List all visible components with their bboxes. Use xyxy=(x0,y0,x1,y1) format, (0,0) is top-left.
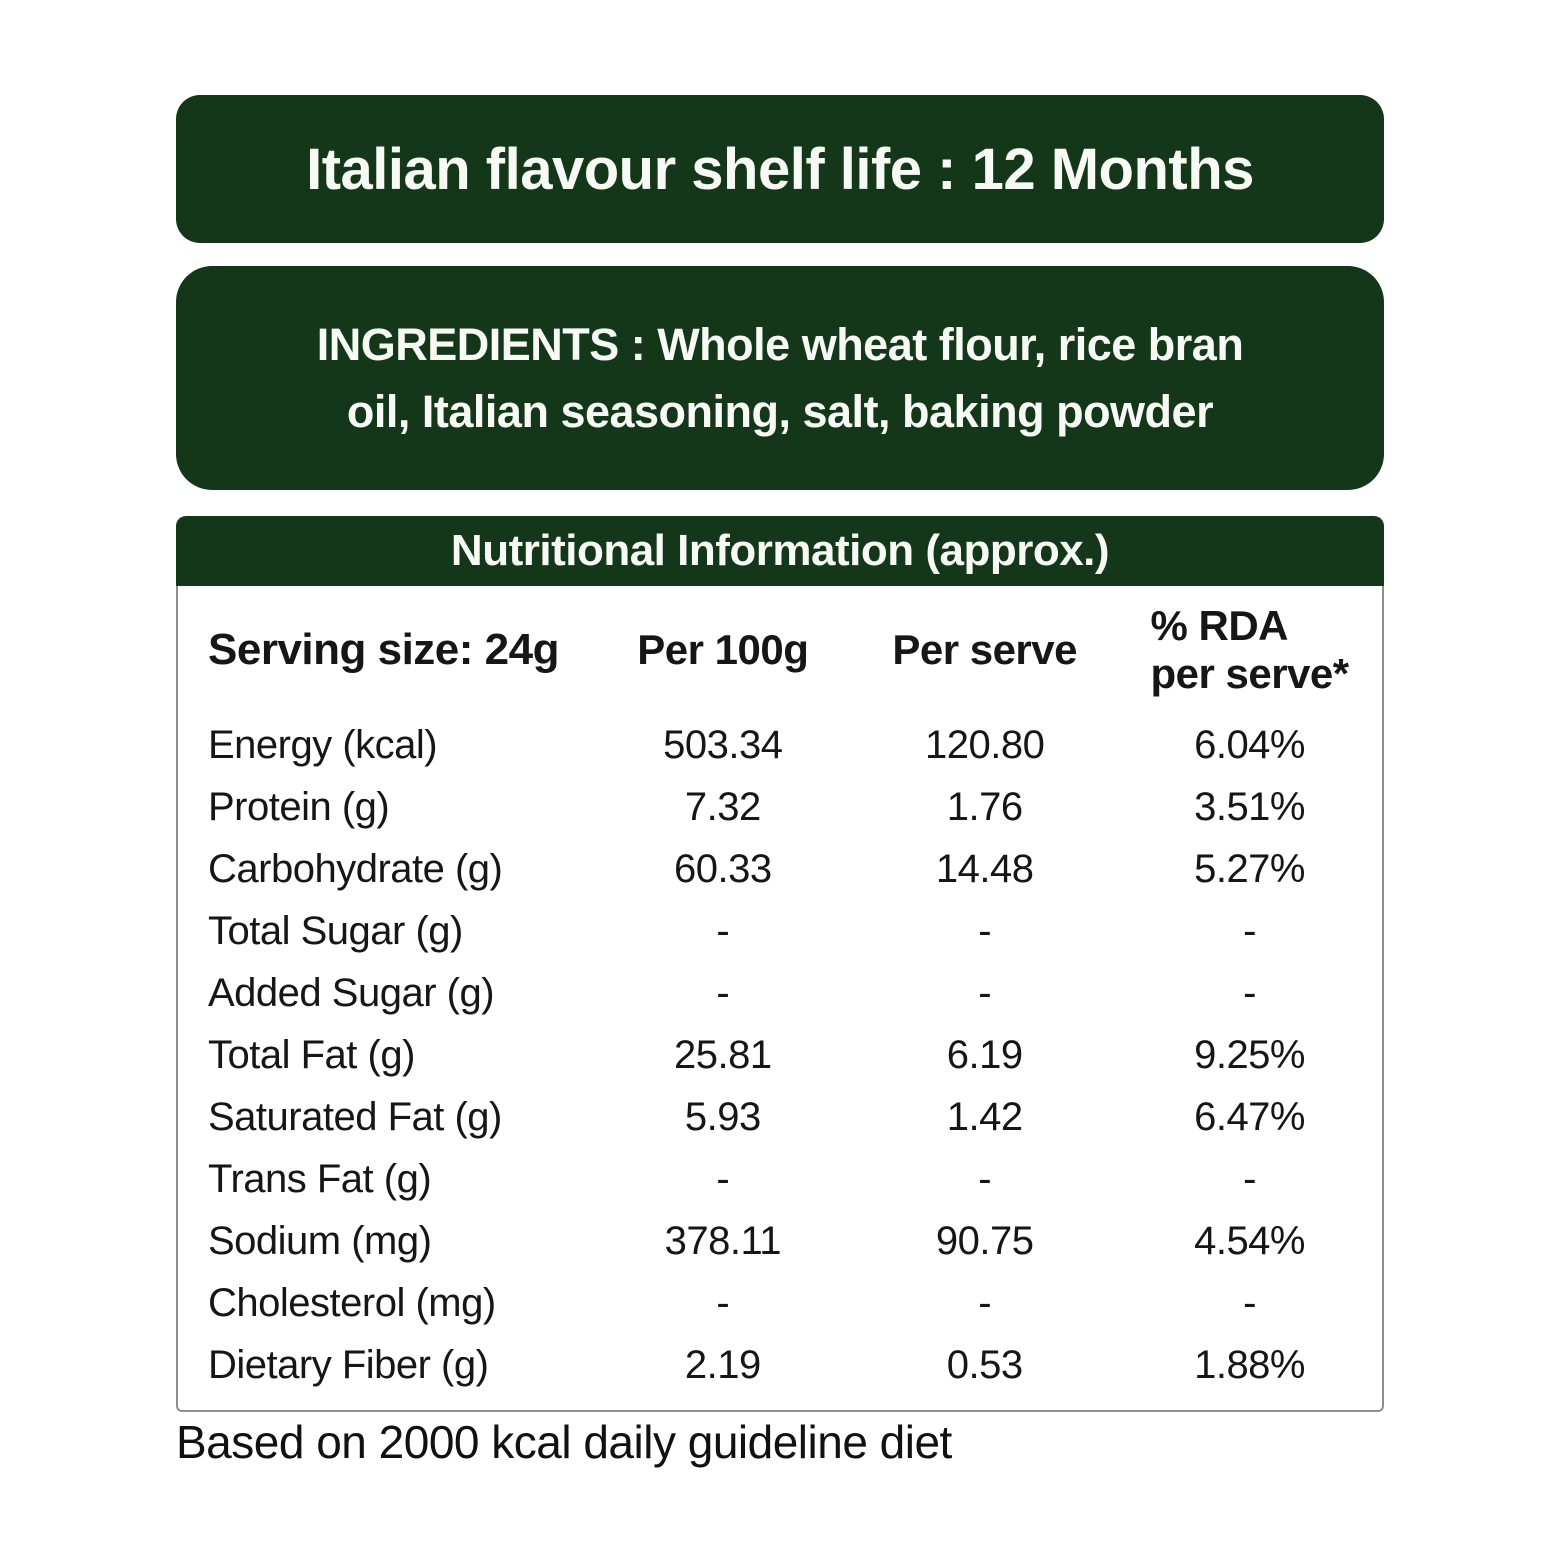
table-row: Added Sugar (g) - - - xyxy=(178,962,1382,1024)
table-row: Energy (kcal) 503.34 120.80 6.04% xyxy=(178,714,1382,776)
row-label: Cholesterol (mg) xyxy=(208,1280,496,1325)
row-value-rda: 4.54% xyxy=(1194,1218,1305,1263)
row-value-per-serve: 0.53 xyxy=(946,1342,1023,1387)
nutrition-table-title-text: Nutritional Information (approx.) xyxy=(450,526,1110,575)
nutrition-table-body: Serving size: 24g Per 100g Per serve % R… xyxy=(176,586,1384,1412)
row-value-rda: 9.25% xyxy=(1194,1032,1305,1077)
row-label: Dietary Fiber (g) xyxy=(208,1342,489,1387)
table-row: Protein (g) 7.32 1.76 3.51% xyxy=(178,776,1382,838)
row-value-per-serve: 1.42 xyxy=(946,1094,1023,1139)
shelf-life-text: Italian flavour shelf life : 12 Months xyxy=(306,136,1254,202)
table-row: Cholesterol (mg) - - - xyxy=(178,1272,1382,1334)
nutrition-table-header-row: Serving size: 24g Per 100g Per serve % R… xyxy=(178,586,1382,714)
row-label: Added Sugar (g) xyxy=(208,970,495,1015)
table-row: Total Sugar (g) - - - xyxy=(178,900,1382,962)
column-header-per-serve: Per serve xyxy=(892,626,1077,673)
rda-header-line-2: per serve* xyxy=(1150,650,1349,697)
row-value-per-serve: - xyxy=(978,1280,992,1325)
footer-note: Based on 2000 kcal daily guideline diet xyxy=(176,1416,952,1468)
column-header-rda-text: % RDA per serve* xyxy=(1150,601,1349,699)
row-value-per-100g: - xyxy=(716,1156,730,1201)
row-value-per-100g: 378.11 xyxy=(664,1218,782,1263)
row-value-per-serve: 90.75 xyxy=(935,1218,1034,1263)
row-value-per-100g: 60.33 xyxy=(674,846,772,891)
row-value-rda: 6.47% xyxy=(1194,1094,1305,1139)
column-header-serving-size: Serving size: 24g xyxy=(208,625,559,674)
table-row: Dietary Fiber (g) 2.19 0.53 1.88% xyxy=(178,1334,1382,1396)
row-value-rda: - xyxy=(1243,970,1256,1015)
table-row: Saturated Fat (g) 5.93 1.42 6.47% xyxy=(178,1086,1382,1148)
row-value-per-serve: 120.80 xyxy=(925,722,1045,767)
shelf-life-banner: Italian flavour shelf life : 12 Months xyxy=(176,95,1384,243)
row-value-per-100g: 2.19 xyxy=(684,1342,761,1387)
table-row: Carbohydrate (g) 60.33 14.48 5.27% xyxy=(178,838,1382,900)
row-value-per-serve: 1.76 xyxy=(946,784,1023,829)
row-value-per-100g: - xyxy=(716,908,730,953)
nutrition-table-rows: Energy (kcal) 503.34 120.80 6.04% Protei… xyxy=(178,714,1382,1396)
row-value-rda: 3.51% xyxy=(1194,784,1305,829)
row-value-per-100g: 5.93 xyxy=(684,1094,761,1139)
table-row: Sodium (mg) 378.11 90.75 4.54% xyxy=(178,1210,1382,1272)
row-value-rda: 5.27% xyxy=(1194,846,1305,891)
row-value-per-serve: 14.48 xyxy=(935,846,1034,891)
ingredients-line-1: INGREDIENTS : Whole wheat flour, rice br… xyxy=(316,318,1244,370)
column-header-per-100g: Per 100g xyxy=(637,626,809,673)
row-value-per-100g: 25.81 xyxy=(674,1032,772,1077)
ingredients-box: INGREDIENTS : Whole wheat flour, rice br… xyxy=(176,266,1384,490)
column-header-rda: % RDA per serve* xyxy=(1117,602,1382,699)
row-value-rda: - xyxy=(1243,908,1256,953)
row-value-per-100g: - xyxy=(716,1280,730,1325)
row-label: Energy (kcal) xyxy=(208,722,438,767)
row-label: Carbohydrate (g) xyxy=(208,846,503,891)
ingredients-text: INGREDIENTS : Whole wheat flour, rice br… xyxy=(317,311,1244,446)
row-value-per-serve: - xyxy=(978,908,992,953)
row-value-rda: 1.88% xyxy=(1194,1342,1305,1387)
table-row: Trans Fat (g) - - - xyxy=(178,1148,1382,1210)
nutrition-table: Nutritional Information (approx.) Servin… xyxy=(176,516,1384,1412)
row-label: Protein (g) xyxy=(208,784,390,829)
row-label: Total Fat (g) xyxy=(208,1032,415,1077)
ingredients-line-2: oil, Italian seasoning, salt, baking pow… xyxy=(346,386,1214,437)
nutrition-table-title: Nutritional Information (approx.) xyxy=(176,516,1384,586)
row-value-rda: 6.04% xyxy=(1194,722,1305,767)
row-value-per-100g: - xyxy=(716,970,730,1015)
row-label: Saturated Fat (g) xyxy=(208,1094,502,1139)
row-label: Total Sugar (g) xyxy=(208,908,463,953)
row-value-rda: - xyxy=(1243,1280,1256,1325)
row-value-per-serve: 6.19 xyxy=(946,1032,1023,1077)
row-value-rda: - xyxy=(1243,1156,1256,1201)
row-value-per-serve: - xyxy=(978,1156,992,1201)
row-value-per-serve: - xyxy=(978,970,992,1015)
row-label: Trans Fat (g) xyxy=(208,1156,432,1201)
rda-header-line-1: % RDA xyxy=(1150,601,1288,649)
row-value-per-100g: 7.32 xyxy=(684,784,761,829)
row-value-per-100g: 503.34 xyxy=(663,722,783,767)
table-row: Total Fat (g) 25.81 6.19 9.25% xyxy=(178,1024,1382,1086)
row-label: Sodium (mg) xyxy=(208,1218,432,1263)
